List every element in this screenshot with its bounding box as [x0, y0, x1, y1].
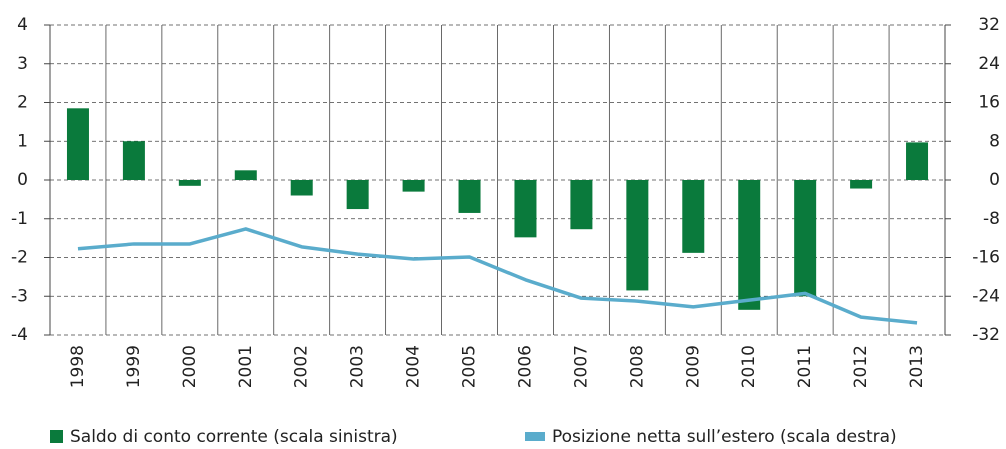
x-tick-label: 2006 [515, 345, 535, 388]
x-tick-label: 2000 [180, 345, 200, 388]
y-tick-label: -4 [11, 325, 28, 345]
x-tick-label: 2009 [683, 345, 703, 388]
legend-label: Saldo di conto corrente (scala sinistra) [70, 427, 398, 447]
bar [458, 180, 481, 213]
y-tick-label: 1 [17, 131, 28, 151]
y2-tick-label: -32 [972, 325, 1000, 345]
bar [570, 180, 593, 230]
x-tick-label: 2008 [627, 345, 647, 388]
x-tick-label: 1999 [124, 345, 144, 388]
bar [626, 180, 649, 291]
x-tick-label: 2010 [739, 345, 759, 388]
y2-tick-label: 16 [978, 93, 1000, 113]
y-tick-label: -1 [11, 209, 28, 229]
bar [850, 180, 873, 189]
y-tick-label: 4 [17, 15, 28, 35]
bar [514, 180, 537, 238]
y-tick-label: 2 [17, 93, 28, 113]
bar [122, 141, 145, 180]
x-tick-label: 1998 [68, 345, 88, 388]
y-tick-label: -3 [11, 286, 28, 306]
y2-tick-label: -16 [972, 248, 1000, 268]
x-tick-label: 2011 [795, 345, 815, 388]
x-tick-label: 2004 [404, 345, 424, 388]
x-tick-label: 2001 [236, 345, 256, 388]
y2-tick-label: 8 [989, 131, 1000, 151]
bar [794, 180, 817, 297]
legend-swatch [525, 432, 545, 441]
y-tick-label: 0 [17, 170, 28, 190]
y2-tick-label: -24 [972, 286, 1000, 306]
bar [346, 180, 369, 210]
legend-swatch [50, 430, 63, 443]
line [77, 227, 918, 325]
y2-tick-label: 32 [978, 15, 1000, 35]
x-tick-label: 2002 [292, 345, 312, 388]
bar [66, 108, 89, 180]
y2-tick-label: -8 [983, 209, 1000, 229]
bar [682, 180, 705, 253]
bar [234, 170, 257, 180]
x-tick-label: 2013 [907, 345, 927, 388]
bar [738, 180, 761, 310]
x-tick-label: 2003 [348, 345, 368, 388]
x-tick-label: 2005 [460, 345, 480, 388]
x-tick-label: 2007 [571, 345, 591, 388]
y-tick-label: -2 [11, 248, 28, 268]
y-tick-label: 3 [17, 54, 28, 74]
y2-tick-label: 0 [989, 170, 1000, 190]
bar [178, 180, 201, 186]
legend-label: Posizione netta sull’estero (scala destr… [552, 427, 897, 447]
bar [290, 180, 313, 196]
bar [402, 180, 425, 192]
bar [906, 142, 929, 180]
y2-tick-label: 24 [978, 54, 1000, 74]
x-tick-label: 2012 [851, 345, 871, 388]
